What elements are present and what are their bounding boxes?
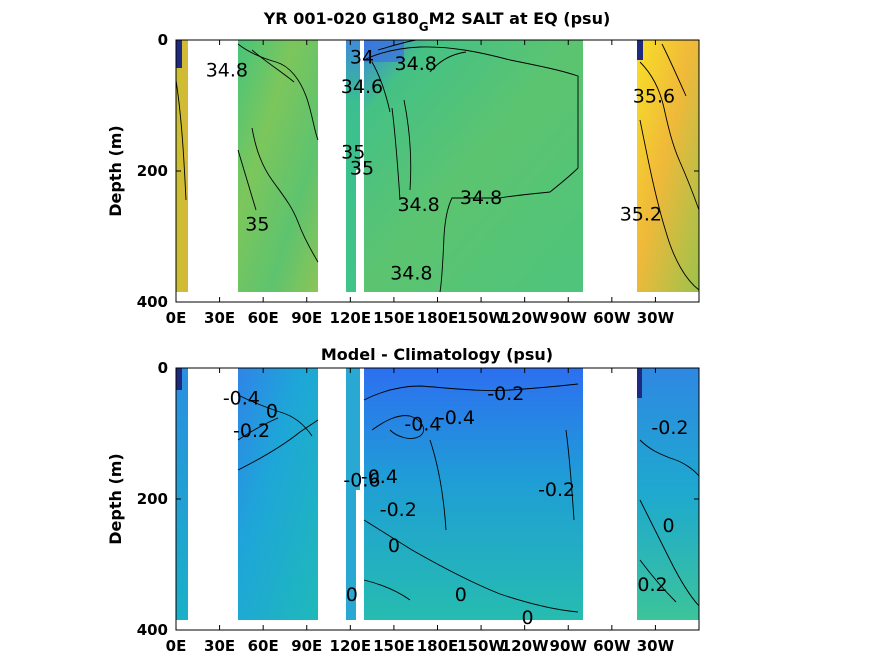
contour-label: 0 bbox=[388, 535, 400, 557]
y-tick-label: 200 bbox=[137, 490, 168, 508]
y-tick-label: 0 bbox=[158, 31, 168, 49]
x-tick-label: 60E bbox=[248, 309, 279, 327]
contour-label: 34.8 bbox=[206, 59, 248, 81]
field-surface-stripe bbox=[176, 368, 182, 390]
contour-label: -0.6 bbox=[343, 469, 380, 491]
contour-label: -0.4 bbox=[438, 407, 475, 429]
contour-label: -0.4 bbox=[404, 414, 441, 436]
contour-label: 0 bbox=[346, 584, 358, 606]
panel1-field bbox=[176, 40, 699, 292]
panel2-title: Model - Climatology (psu) bbox=[321, 345, 553, 364]
contour-label: -0.2 bbox=[487, 383, 524, 405]
field-land-gap bbox=[356, 170, 364, 292]
contour-label: 35 bbox=[341, 141, 365, 163]
field-africa-coast bbox=[176, 40, 188, 292]
x-tick-label: 120W bbox=[501, 637, 549, 655]
y-tick-label: 200 bbox=[137, 162, 168, 180]
contour-label: 34.8 bbox=[397, 194, 439, 216]
contour-label: 0 bbox=[522, 607, 534, 629]
field-land-gap bbox=[356, 490, 364, 620]
x-tick-label: 90W bbox=[550, 309, 588, 327]
panel1-ylabel: Depth (m) bbox=[106, 125, 125, 217]
contour-label: 35.6 bbox=[633, 86, 675, 108]
x-tick-label: 30E bbox=[204, 637, 235, 655]
contour-label: 0 bbox=[266, 401, 278, 423]
x-tick-label: 150E bbox=[373, 637, 415, 655]
panel2-contours bbox=[237, 383, 700, 613]
y-tick-label: 400 bbox=[137, 293, 168, 311]
x-tick-label: 120E bbox=[330, 309, 372, 327]
field-pacific-ocean bbox=[364, 368, 583, 620]
contour-label: 34.8 bbox=[390, 263, 432, 285]
contour-label: -0.4 bbox=[223, 387, 260, 409]
field-surface-stripe-atl bbox=[637, 368, 642, 398]
x-tick-label: 90E bbox=[291, 637, 322, 655]
contour-label: -0.2 bbox=[233, 420, 270, 442]
contour-label: 34.8 bbox=[395, 53, 437, 75]
contour-label: 34.8 bbox=[460, 187, 502, 209]
field-indian-ocean bbox=[238, 368, 318, 620]
field-pacific-ocean bbox=[364, 40, 583, 292]
panel2-contour-labels: -0.4-0.20-0.4-0.4-0.2-0.6-0.4-0.20000-0.… bbox=[223, 383, 689, 629]
x-tick-label: 30W bbox=[637, 309, 675, 327]
field-surface-stripe bbox=[176, 40, 182, 68]
contour-label: 35.2 bbox=[620, 204, 662, 226]
x-tick-label: 60W bbox=[593, 309, 631, 327]
panel2-ylabel: Depth (m) bbox=[106, 453, 125, 545]
x-tick-label: 30E bbox=[204, 309, 235, 327]
field-surface-stripe-atl bbox=[637, 40, 643, 60]
x-tick-label: 90W bbox=[550, 637, 588, 655]
x-tick-label: 150E bbox=[373, 309, 415, 327]
x-tick-label: 30W bbox=[637, 637, 675, 655]
contour-label: 35 bbox=[245, 213, 269, 235]
contour-label: -0.4 bbox=[361, 466, 398, 488]
panel2-field bbox=[176, 368, 699, 620]
x-tick-label: 180E bbox=[417, 637, 459, 655]
contour-label: 0 bbox=[662, 515, 674, 537]
contour-label: 35 bbox=[350, 158, 374, 180]
x-tick-label: 150W bbox=[457, 309, 505, 327]
x-tick-label: 120W bbox=[501, 309, 549, 327]
y-tick-label: 400 bbox=[137, 621, 168, 639]
field-atlantic-ocean bbox=[637, 40, 699, 292]
field-africa-coast bbox=[176, 368, 188, 620]
y-tick-label: 0 bbox=[158, 359, 168, 377]
contour-label: 34 bbox=[350, 46, 374, 68]
panel1-contours bbox=[175, 39, 700, 293]
contour-label: -0.2 bbox=[651, 417, 688, 439]
field-indian-ocean bbox=[238, 40, 318, 292]
x-tick-label: 60W bbox=[593, 637, 631, 655]
x-tick-label: 0E bbox=[166, 637, 187, 655]
contour-label: 0.2 bbox=[637, 574, 667, 596]
x-tick-label: 120E bbox=[330, 637, 372, 655]
contour-label: 0 bbox=[455, 584, 467, 606]
panel1-title: YR 001-020 G180GM2 SALT at EQ (psu) bbox=[263, 9, 611, 34]
x-tick-label: 150W bbox=[457, 637, 505, 655]
x-tick-label: 90E bbox=[291, 309, 322, 327]
difference-panel: Model - Climatology (psu) -0.4-0. bbox=[106, 345, 700, 655]
x-tick-label: 180E bbox=[417, 309, 459, 327]
salinity-panel: YR 001-020 G180GM2 SALT at EQ (psu) bbox=[106, 9, 700, 327]
contour-label: -0.2 bbox=[538, 479, 575, 501]
field-atlantic-ocean bbox=[637, 368, 699, 620]
x-tick-label: 60E bbox=[248, 637, 279, 655]
x-tick-label: 0E bbox=[166, 309, 187, 327]
contour-label: -0.2 bbox=[380, 499, 417, 521]
contour-label: 34.6 bbox=[341, 76, 383, 98]
